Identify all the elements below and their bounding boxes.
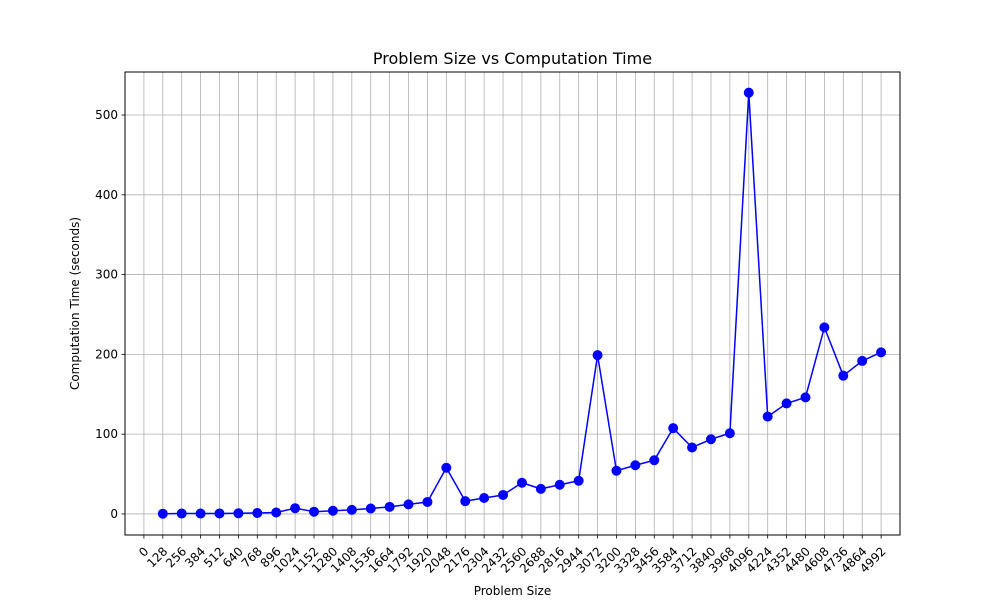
data-point bbox=[479, 492, 490, 503]
plot-frame bbox=[124, 71, 901, 536]
data-point bbox=[592, 350, 603, 361]
data-point bbox=[516, 477, 527, 488]
data-point bbox=[800, 392, 811, 403]
data-point bbox=[762, 411, 773, 422]
data-point bbox=[309, 506, 320, 517]
y-tick-label: 0 bbox=[110, 507, 118, 521]
data-point bbox=[460, 496, 471, 507]
data-point bbox=[630, 460, 641, 471]
data-point bbox=[195, 508, 206, 519]
data-point bbox=[290, 503, 301, 514]
data-point bbox=[838, 370, 849, 381]
data-point bbox=[724, 428, 735, 439]
data-point bbox=[176, 508, 187, 519]
data-point bbox=[876, 347, 887, 358]
data-point bbox=[705, 434, 716, 445]
data-point bbox=[573, 475, 584, 486]
data-point bbox=[781, 398, 792, 409]
x-axis-label: Problem Size bbox=[474, 584, 552, 598]
data-point bbox=[649, 455, 660, 466]
data-point bbox=[441, 462, 452, 473]
data-point bbox=[668, 423, 679, 434]
data-point bbox=[498, 489, 509, 500]
data-point bbox=[403, 499, 414, 510]
data-point bbox=[157, 508, 168, 519]
x-axis: 0128256384512640768896102411521280140815… bbox=[136, 535, 889, 576]
y-tick-label: 200 bbox=[95, 347, 118, 361]
y-axis: 0 100 200 300 400 500 bbox=[95, 108, 125, 521]
data-point bbox=[365, 503, 376, 514]
grid bbox=[125, 72, 900, 535]
y-tick-label: 100 bbox=[95, 427, 118, 441]
y-axis-label: Computation Time (seconds) bbox=[68, 217, 82, 390]
data-point bbox=[554, 479, 565, 490]
data-point bbox=[233, 508, 244, 519]
series-layer bbox=[157, 87, 887, 519]
data-point bbox=[422, 496, 433, 507]
data-point bbox=[857, 355, 868, 366]
data-point bbox=[611, 465, 622, 476]
data-point bbox=[214, 508, 225, 519]
y-tick-label: 300 bbox=[95, 268, 118, 282]
data-point bbox=[819, 322, 830, 333]
data-point bbox=[252, 507, 263, 518]
y-tick-label: 400 bbox=[95, 188, 118, 202]
data-point bbox=[346, 504, 357, 515]
data-point bbox=[743, 87, 754, 98]
data-point bbox=[535, 483, 546, 494]
data-point bbox=[687, 442, 698, 453]
data-point bbox=[384, 501, 395, 512]
y-tick-label: 500 bbox=[95, 108, 118, 122]
data-point bbox=[327, 505, 338, 516]
chart-title: Problem Size vs Computation Time bbox=[373, 49, 652, 68]
data-point bbox=[271, 507, 282, 518]
